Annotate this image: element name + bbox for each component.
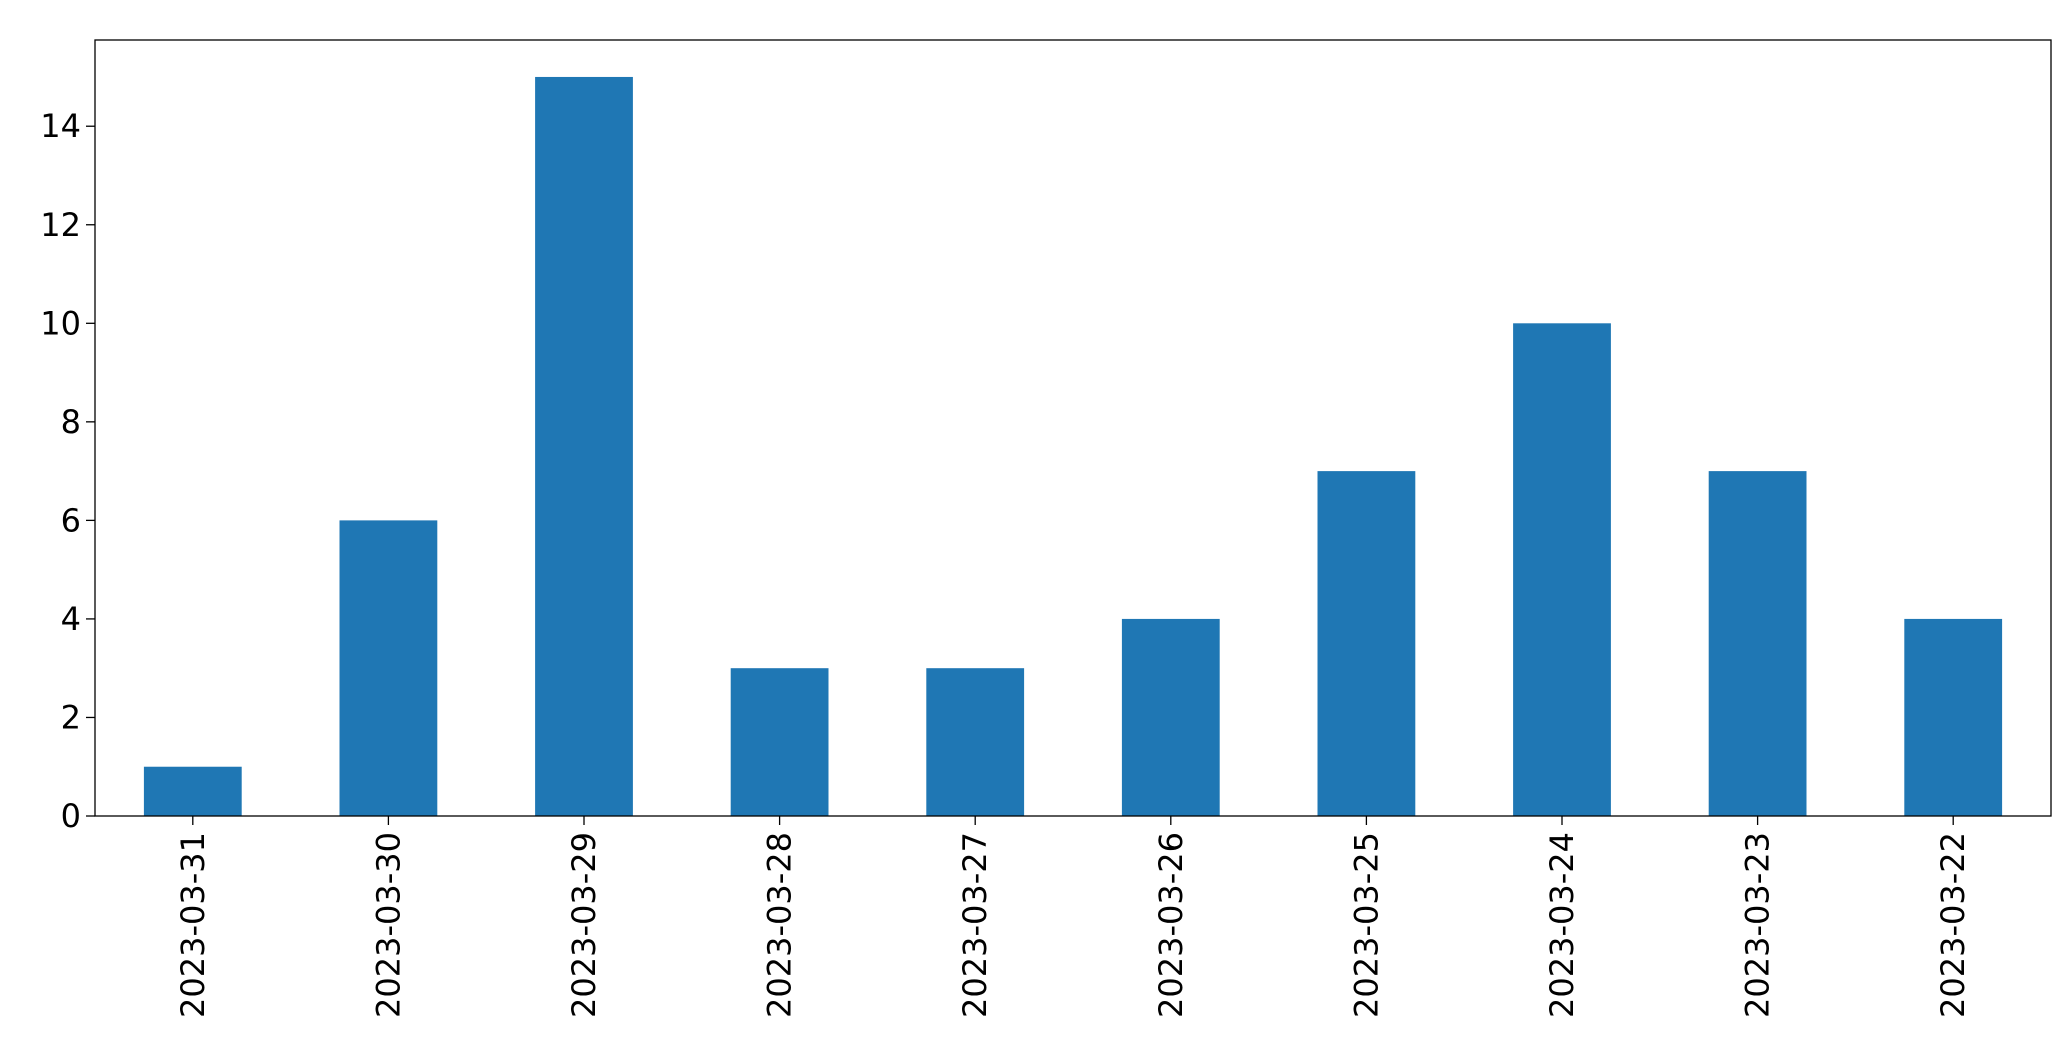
y-tick-label: 14 [40,107,81,145]
y-tick-label: 10 [40,304,81,342]
x-tick-label: 2023-03-27 [956,832,994,1018]
y-tick-label: 0 [61,797,81,835]
x-tick-label: 2023-03-29 [565,832,603,1018]
x-tick-label: 2023-03-22 [1934,832,1972,1018]
bar [926,668,1025,816]
x-tick-label: 2023-03-25 [1347,832,1385,1018]
plot-frame [94,39,2052,817]
y-tick-label: 4 [61,600,81,638]
x-tick-label: 2023-03-23 [1739,832,1777,1018]
y-tick-label: 6 [61,501,81,539]
bar [339,520,438,816]
y-tick-label: 12 [40,206,81,244]
bar [730,668,829,816]
bar [143,766,242,816]
bar [1121,618,1220,816]
x-tick-label: 2023-03-26 [1152,832,1190,1018]
bar [1317,471,1416,816]
x-tick-label: 2023-03-28 [761,832,799,1018]
y-tick-label: 2 [61,698,81,736]
x-tick-label: 2023-03-30 [369,832,407,1018]
bar [1904,618,2003,816]
x-tick-label: 2023-03-24 [1543,832,1581,1018]
bar [1708,471,1807,816]
bar [535,76,633,816]
bar [1513,323,1611,816]
y-tick-label: 8 [61,403,81,441]
x-tick-label: 2023-03-31 [174,832,212,1018]
